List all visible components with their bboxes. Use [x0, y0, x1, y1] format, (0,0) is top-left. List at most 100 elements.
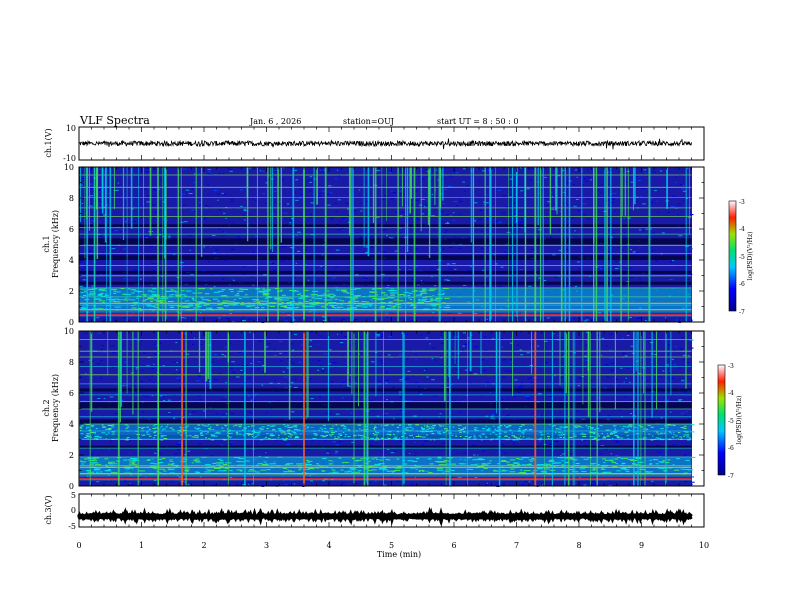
spec-speckle: [399, 409, 403, 411]
spec-speckle: [618, 384, 621, 386]
spec-speckle: [221, 274, 223, 276]
spec-hiss-speckle: [616, 437, 620, 439]
spec-speckle: [431, 358, 434, 360]
spec-speckle: [674, 169, 677, 171]
spec-speckle: [655, 450, 658, 452]
spec-speckle: [254, 351, 259, 353]
spec-low-speckle: [281, 294, 286, 296]
spec-hiss-speckle: [421, 428, 426, 429]
spec-speckle: [635, 201, 639, 202]
spec-speckle: [403, 381, 407, 383]
spec-low-speckle: [369, 305, 372, 307]
spec-low-speckle: [246, 305, 250, 307]
spec-speckle: [231, 277, 233, 279]
spec1-ylabel-line2: Frequency (kHz): [51, 210, 60, 278]
spec-speckle: [388, 278, 392, 280]
spec-hiss-speckle: [468, 437, 471, 439]
spec-low-speckle: [167, 301, 174, 302]
spec-speckle: [326, 335, 329, 337]
spec-speckle: [237, 236, 241, 237]
spec-speckle: [114, 178, 117, 180]
spec-hiss-speckle: [270, 433, 274, 435]
spec-low-speckle: [271, 302, 276, 304]
spec-speckle: [199, 399, 202, 401]
spec-hiss-speckle: [196, 437, 199, 439]
spec-speckle: [446, 223, 450, 225]
spec-low-speckle: [191, 462, 194, 464]
spec-low-speckle: [380, 305, 385, 307]
spec-speckle: [341, 217, 346, 219]
spec-low-speckle: [328, 463, 334, 465]
spec-speckle: [685, 198, 688, 199]
spec-speckle: [140, 176, 142, 178]
spec-hiss-speckle: [208, 438, 211, 440]
spec-speckle: [425, 337, 429, 339]
spec-speckle: [221, 235, 224, 237]
spec-hiss-speckle: [287, 426, 291, 428]
spec-speckle: [399, 217, 402, 218]
spec-speckle: [290, 247, 292, 248]
spec-hiss-speckle: [670, 424, 675, 426]
spec-speckle: [110, 441, 113, 443]
spec-hiss-speckle: [388, 438, 391, 439]
spec-speckle: [141, 395, 146, 396]
spec-speckle: [668, 372, 672, 374]
spec-hiss-speckle: [575, 427, 579, 429]
spec-hiss-speckle: [667, 424, 671, 426]
spec-speckle: [151, 204, 155, 206]
spec-speckle: [480, 230, 483, 232]
spec-low-speckle: [519, 471, 526, 473]
spec-speckle: [567, 273, 569, 275]
spec-speckle: [459, 197, 461, 199]
spec-low-speckle: [347, 301, 351, 303]
spec-speckle: [364, 278, 368, 279]
spec-speckle: [582, 171, 584, 173]
spec-speckle: [236, 376, 240, 378]
spec-speckle: [607, 251, 612, 253]
spec-low-speckle: [228, 289, 234, 290]
spec-speckle: [574, 286, 577, 287]
spec-low-speckle: [625, 471, 630, 473]
spec1-colorbar-label: log(PSD)(V²/Hz): [747, 232, 754, 281]
spec-speckle: [187, 484, 190, 486]
spec-hiss-speckle: [419, 436, 422, 438]
spec-speckle: [585, 331, 590, 333]
spec-speckle: [553, 333, 555, 335]
spec-low-speckle: [444, 461, 447, 463]
spec-low-speckle: [279, 300, 283, 302]
spec-low-speckle: [429, 288, 433, 290]
spec-speckle: [656, 200, 658, 202]
spec-speckle: [411, 277, 414, 279]
spec-hiss-speckle: [621, 428, 625, 430]
spec-speckle: [180, 317, 185, 319]
spec-speckle: [463, 452, 467, 454]
spec-speckle: [670, 206, 675, 208]
spec-low-speckle: [171, 294, 174, 295]
spec-speckle: [539, 415, 542, 417]
spec-low-speckle: [193, 299, 196, 301]
spec-speckle: [111, 230, 114, 231]
spec-hiss-speckle: [487, 429, 491, 431]
spec-speckle: [323, 353, 327, 355]
spec-speckle: [470, 266, 472, 268]
spec-speckle: [442, 203, 446, 205]
spec-low-speckle: [546, 463, 552, 465]
spec-low-speckle: [305, 464, 312, 465]
spec-low-speckle: [542, 464, 549, 466]
spec-speckle: [573, 184, 575, 186]
spec-speckle: [463, 332, 467, 334]
spec-speckle: [334, 366, 337, 368]
spec-speckle: [498, 449, 503, 451]
spec-speckle: [517, 179, 519, 181]
spec-speckle: [347, 385, 351, 387]
spec-low-speckle: [341, 290, 347, 292]
spec-speckle: [90, 183, 92, 185]
spec-speckle: [81, 319, 84, 321]
spec-speckle: [393, 450, 397, 452]
spec-hiss-speckle: [495, 429, 499, 431]
spec-hiss-speckle: [593, 431, 596, 433]
figure-title: VLF Spectra: [79, 114, 150, 127]
spec-speckle: [98, 351, 101, 353]
spec-speckle: [293, 483, 296, 485]
spec-speckle: [217, 199, 219, 201]
